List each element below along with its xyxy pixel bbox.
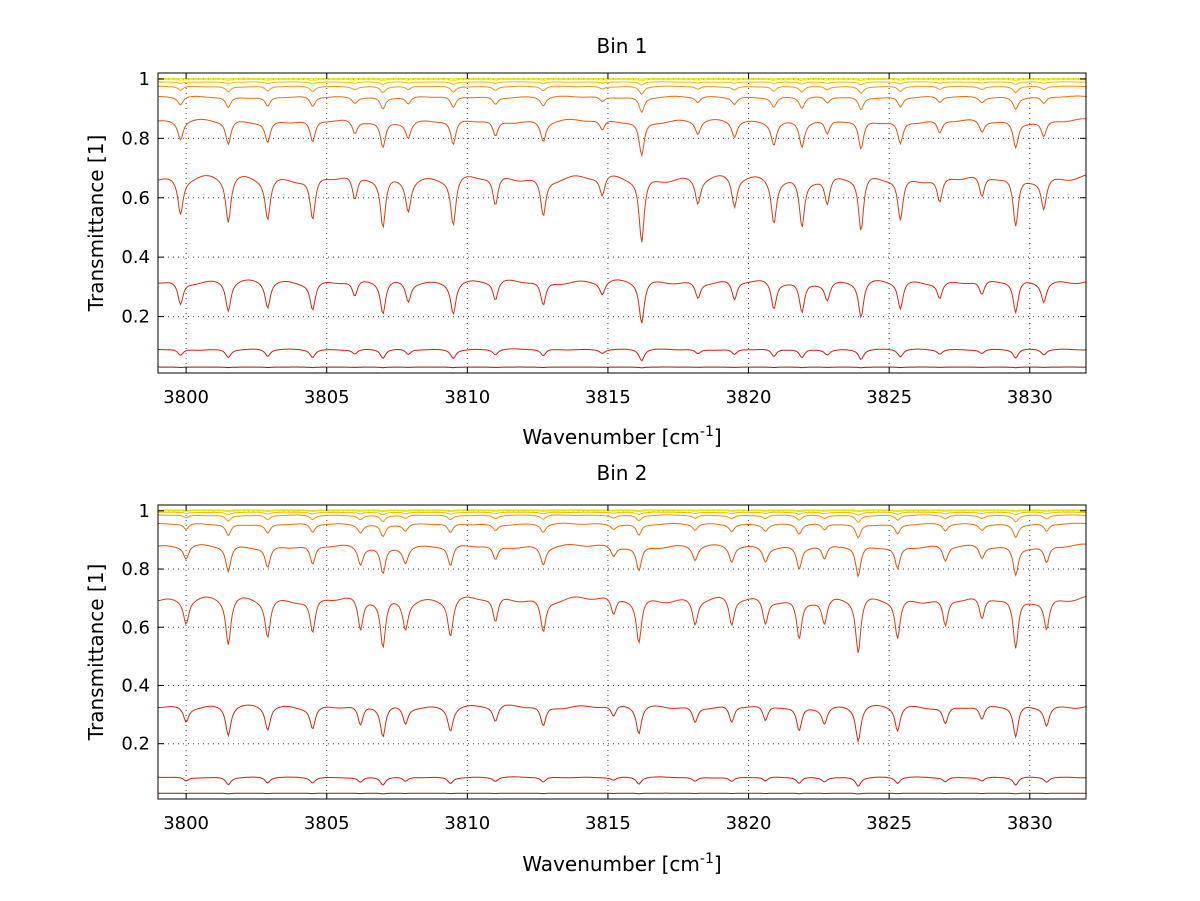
x-tick-label: 3825 — [866, 387, 912, 408]
series-line-2 — [158, 704, 1087, 744]
chart-panel-bin-2: 3800 3805 3810 3815 3820 3825 3830 0.2 0.4 0.6 0.8… — [84, 461, 1087, 876]
y-axis-label: Transmittance [1] — [84, 135, 108, 313]
x-tick-label: 3815 — [585, 813, 631, 834]
chart-panel-bin-1: 3800 3805 3810 3815 3820 3825 3830 0.2 0.4 0.6 0.8… — [84, 34, 1087, 449]
chart-title: Bin 1 — [596, 34, 647, 58]
x-axis-label: Wavenumber [cm-1] — [522, 424, 721, 449]
series-line-7 — [158, 511, 1086, 516]
series-line-5 — [158, 522, 1087, 539]
y-tick-label: 0.4 — [121, 675, 150, 696]
series-line-0 — [158, 366, 1086, 369]
x-tick-label: 3820 — [726, 387, 772, 408]
series-line-0 — [158, 792, 1086, 795]
chart-title: Bin 2 — [596, 461, 647, 485]
series-line-6 — [158, 85, 1086, 95]
x-tick-label: 3830 — [1007, 387, 1053, 408]
plot-frame — [157, 72, 1087, 374]
x-tick-label: 3805 — [304, 813, 350, 834]
series-line-4 — [157, 118, 1086, 158]
y-tick-label: 0.2 — [121, 307, 150, 328]
x-tick-label: 3825 — [866, 813, 912, 834]
series-line-5 — [157, 95, 1087, 114]
x-tick-label: 3800 — [163, 813, 209, 834]
plot-frame — [157, 504, 1087, 800]
x-axis-label: Wavenumber [cm-1] — [522, 851, 721, 876]
series-line-7 — [158, 81, 1086, 86]
series-line-3 — [157, 595, 1087, 654]
series-line-8 — [158, 79, 1086, 82]
x-tick-label: 3810 — [444, 813, 490, 834]
y-tick-label: 1 — [139, 501, 150, 522]
series-line-2 — [157, 279, 1087, 324]
x-tick-label: 3800 — [163, 387, 209, 408]
x-tick-label: 3810 — [444, 387, 490, 408]
series-line-4 — [157, 543, 1086, 578]
y-tick-label: 0.4 — [121, 247, 150, 268]
y-tick-label: 0.2 — [121, 734, 150, 755]
series-line-1 — [158, 776, 1087, 787]
series-line-8 — [158, 510, 1086, 513]
x-tick-label: 3830 — [1007, 813, 1053, 834]
series-line-3 — [157, 174, 1087, 243]
series-line-1 — [157, 348, 1086, 362]
y-tick-label: 0.6 — [121, 617, 150, 638]
x-tick-label: 3820 — [726, 813, 772, 834]
x-tick-label: 3815 — [585, 387, 631, 408]
y-tick-label: 0.8 — [121, 128, 150, 149]
y-axis-label: Transmittance [1] — [84, 564, 108, 742]
y-tick-label: 0.8 — [121, 559, 150, 580]
y-tick-label: 1 — [139, 69, 150, 90]
series-line-9 — [158, 77, 1086, 80]
x-tick-label: 3805 — [304, 387, 350, 408]
series-line-9 — [158, 509, 1086, 512]
y-tick-label: 0.6 — [121, 188, 150, 209]
series-line-6 — [157, 514, 1087, 524]
